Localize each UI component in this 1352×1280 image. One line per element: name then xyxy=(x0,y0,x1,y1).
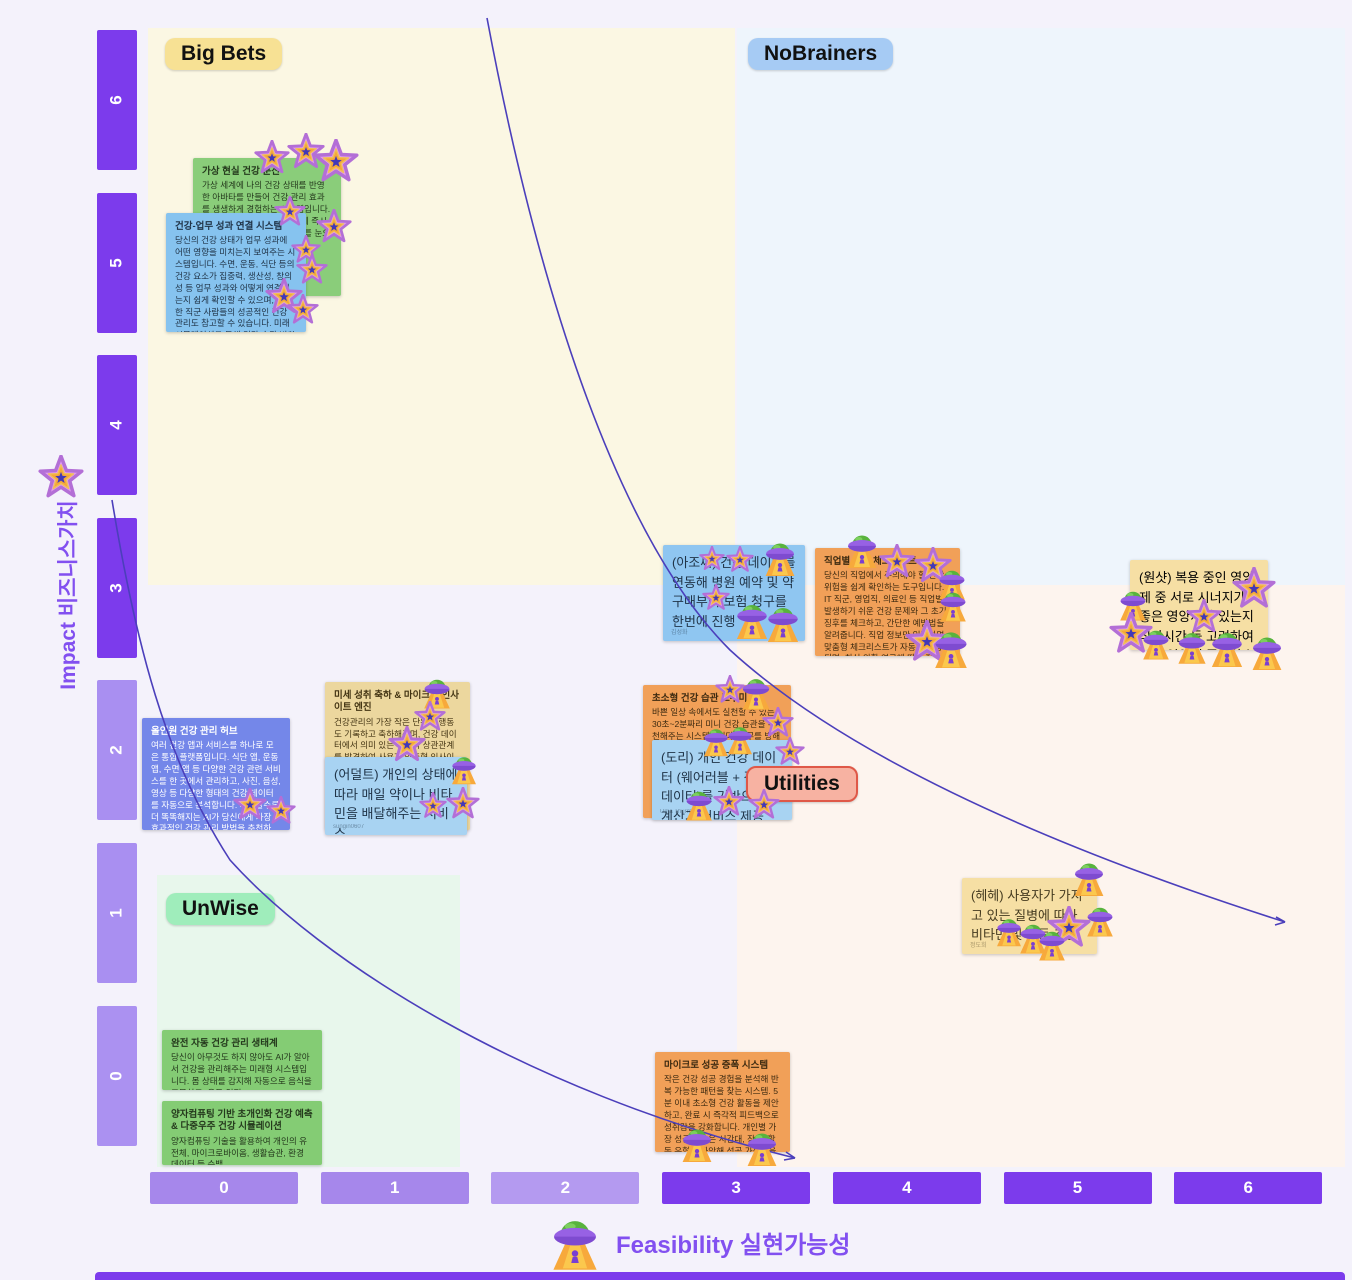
star-stamp-icon[interactable] xyxy=(266,795,296,831)
ufo-stamp-icon[interactable] xyxy=(679,1122,715,1167)
star-stamp-icon[interactable] xyxy=(446,786,480,826)
feasibility-axis-label: Feasibility 실현가능성 xyxy=(616,1232,851,1259)
feasibility-legend: Feasibility 실현가능성 xyxy=(548,1210,850,1275)
star-stamp-icon[interactable] xyxy=(775,736,805,772)
ufo-stamp-icon[interactable] xyxy=(1208,625,1246,673)
note-title: 올인원 건강 관리 허브 xyxy=(151,726,238,737)
ufo-stamp-icon[interactable] xyxy=(931,624,971,674)
x-axis-tick: 5 xyxy=(1003,1172,1152,1204)
ufo-stamp-icon[interactable] xyxy=(762,536,798,581)
bottom-axis-strip xyxy=(95,1272,1345,1280)
nobrainers-label[interactable]: NoBrainers xyxy=(748,38,894,70)
x-axis-tick: 1 xyxy=(320,1172,469,1204)
star-stamp-icon[interactable] xyxy=(274,195,306,233)
star-stamp-icon[interactable] xyxy=(313,138,359,190)
unwise-label[interactable]: UnWise xyxy=(166,893,275,925)
note-title: 마이크로 성공 증폭 시스템 xyxy=(664,1060,769,1071)
ufo-stamp-icon[interactable] xyxy=(1036,925,1068,966)
star-stamp-icon[interactable] xyxy=(388,725,426,769)
star-stamp-icon[interactable] xyxy=(702,583,730,617)
star-stamp-icon[interactable] xyxy=(254,139,290,181)
note-title: 완전 자동 건강 관리 생태계 xyxy=(171,1038,278,1049)
impact-star-icon xyxy=(38,454,84,506)
y-axis-tick: 2 xyxy=(97,680,137,821)
star-stamp-icon[interactable] xyxy=(419,791,447,825)
feasibility-ufo-icon xyxy=(548,1210,602,1275)
ufo-stamp-icon[interactable] xyxy=(764,600,802,648)
ufo-stamp-icon[interactable] xyxy=(725,721,755,760)
ufo-stamp-icon[interactable] xyxy=(1249,630,1285,675)
y-axis-tick: 5 xyxy=(97,192,137,333)
x-axis-tick: 4 xyxy=(832,1172,981,1204)
y-axis-tick: 1 xyxy=(97,843,137,983)
star-stamp-icon[interactable] xyxy=(748,788,780,826)
note-body: 당신이 아무것도 하지 않아도 AI가 알아서 건강을 관리해주는 미래형 시스… xyxy=(171,1052,312,1090)
nobrainers-region xyxy=(737,28,1345,585)
star-stamp-icon[interactable] xyxy=(713,785,745,823)
note-author: 김성화 xyxy=(671,630,688,636)
y-axis-tick: 4 xyxy=(97,355,137,496)
note-body: 양자컴퓨팅 기술을 활용하여 개인의 유전체, 마이크로바이옴, 생활습관, 환… xyxy=(171,1135,308,1165)
y-axis-tick: 6 xyxy=(97,30,137,170)
x-axis-tick: 6 xyxy=(1174,1172,1323,1204)
star-stamp-icon[interactable] xyxy=(879,543,915,585)
big-bets-label[interactable]: Big Bets xyxy=(165,38,283,70)
note-author: sungin0607 xyxy=(333,824,365,830)
note-title: 건강-업무 성과 연결 시스템 xyxy=(175,221,283,232)
star-stamp-icon[interactable] xyxy=(699,545,725,577)
x-axis-tick: 2 xyxy=(491,1172,640,1204)
ufo-stamp-icon[interactable] xyxy=(744,1126,780,1171)
star-stamp-icon[interactable] xyxy=(726,545,754,579)
x-axis-tick: 0 xyxy=(150,1172,298,1204)
note-title: 가상 현실 건강 분신 xyxy=(202,166,280,177)
ufo-stamp-icon[interactable] xyxy=(1071,856,1107,901)
note-author: 정도희 xyxy=(970,943,987,949)
note-title: 양자컴퓨팅 기반 초개인화 건강 예측 & 다중우주 건강 시뮬레이션 xyxy=(171,1109,313,1133)
y-axis-tick: 0 xyxy=(97,1005,137,1146)
y-axis-tick: 3 xyxy=(97,517,137,658)
star-stamp-icon[interactable] xyxy=(233,787,267,827)
ufo-stamp-icon[interactable] xyxy=(449,751,479,790)
ufo-stamp-icon[interactable] xyxy=(1175,626,1209,669)
ufo-stamp-icon[interactable] xyxy=(683,785,715,826)
sticky-note-quantum-simulation[interactable]: 양자컴퓨팅 기반 초개인화 건강 예측 & 다중우주 건강 시뮬레이션 양자컴퓨팅… xyxy=(162,1101,322,1165)
star-stamp-icon[interactable] xyxy=(287,293,319,331)
note-body: 당신의 건강 상태가 업무 성과에 어떤 영향을 미치는지 보여주는 시스템입니… xyxy=(175,235,296,332)
ufo-stamp-icon[interactable] xyxy=(844,528,880,573)
star-stamp-icon[interactable] xyxy=(316,208,352,250)
impact-axis-label: Impact 비즈니스가치 xyxy=(57,500,80,690)
x-axis-tick: 3 xyxy=(662,1172,811,1204)
ufo-stamp-icon[interactable] xyxy=(1140,624,1172,665)
star-stamp-icon[interactable] xyxy=(1232,566,1276,616)
